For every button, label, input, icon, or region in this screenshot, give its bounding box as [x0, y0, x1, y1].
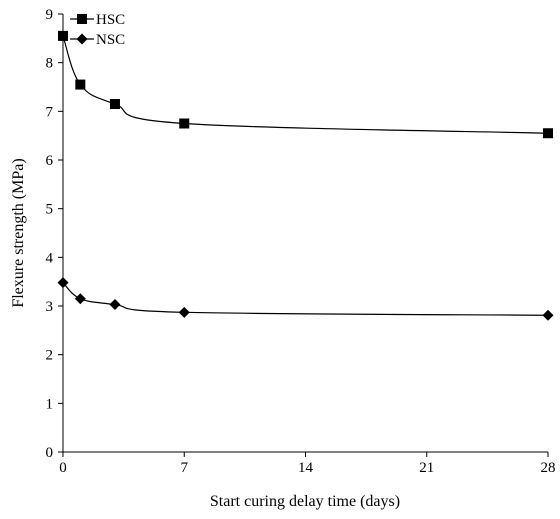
series-line-hsc — [62, 35, 549, 134]
x-tick-label-21: 21 — [419, 460, 434, 476]
data-point-nsc-0 — [57, 277, 69, 289]
legend-marker-hsc — [77, 14, 87, 24]
data-point-hsc-2 — [109, 99, 120, 110]
y-tick-label-1: 1 — [46, 396, 54, 412]
y-tick-label-7: 7 — [46, 104, 54, 120]
legend: HSC NSC — [70, 12, 125, 48]
legend-label-hsc: HSC — [96, 12, 125, 28]
y-tick-label-9: 9 — [46, 7, 54, 23]
data-point-nsc-2 — [109, 299, 121, 311]
x-tick-label-28: 28 — [541, 460, 556, 476]
tick-marks: 0 1 2 3 4 5 6 7 8 9 0 7 14 21 28 — [46, 7, 556, 476]
y-tick-label-6: 6 — [46, 153, 54, 169]
x-axis-title: Start curing delay time (days) — [210, 493, 400, 510]
series-line-nsc — [62, 282, 549, 316]
series-group — [57, 30, 554, 321]
series-nsc — [57, 277, 554, 321]
y-tick-label-8: 8 — [46, 56, 54, 72]
y-tick-label-2: 2 — [46, 348, 54, 364]
y-tick-label-0: 0 — [46, 445, 54, 461]
legend-item-nsc: NSC — [70, 32, 125, 48]
y-tick-label-4: 4 — [46, 250, 54, 266]
y-axis-title: Flexure strength (MPa) — [10, 158, 27, 307]
data-point-nsc-1 — [74, 293, 86, 305]
x-tick-label-7: 7 — [181, 460, 189, 476]
legend-label-nsc: NSC — [96, 32, 125, 48]
data-point-hsc-4 — [543, 128, 553, 139]
legend-item-hsc: HSC — [70, 12, 125, 28]
legend-marker-nsc — [76, 33, 88, 45]
x-tick-label-0: 0 — [59, 460, 67, 476]
data-point-hsc-3 — [179, 118, 190, 129]
data-point-hsc-1 — [75, 79, 86, 90]
data-point-hsc-0 — [58, 30, 68, 41]
data-point-nsc-3 — [178, 306, 190, 318]
data-point-nsc-4 — [542, 309, 554, 321]
axes — [62, 14, 548, 453]
y-tick-label-3: 3 — [46, 299, 54, 315]
y-tick-label-5: 5 — [46, 202, 54, 218]
x-tick-label-14: 14 — [298, 460, 314, 476]
series-hsc — [58, 30, 553, 139]
